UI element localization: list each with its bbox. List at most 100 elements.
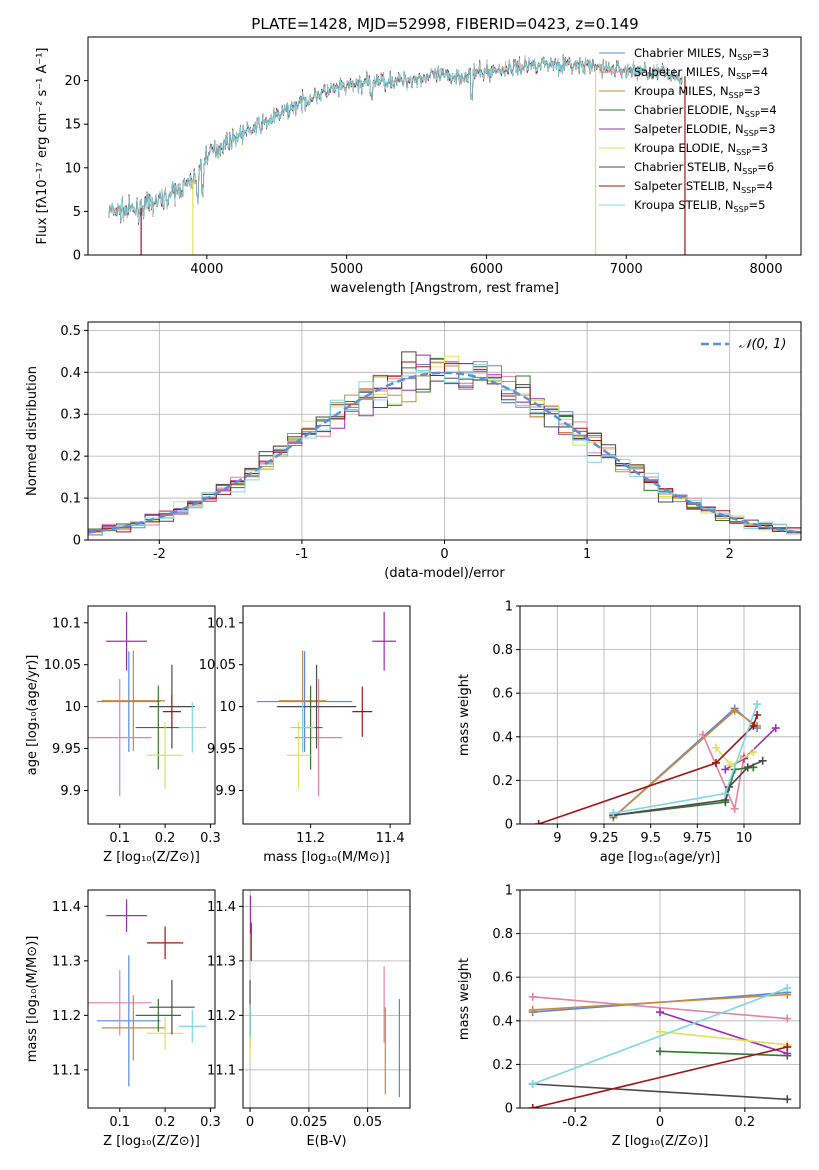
errorbar-point <box>256 651 353 752</box>
panel-age-vs-mass: 11.2 11.4 9.9 9.95 10 10.05 10.1 mass [log₁₀(M/… <box>199 605 411 865</box>
y-tick-label: 0.4 <box>492 1014 513 1029</box>
weight-marker <box>721 789 730 798</box>
weight-marker <box>771 724 780 733</box>
x-axis-label: Z [log₁₀(Z/Z⊙)] <box>103 850 200 865</box>
y-tick-label: 0.2 <box>492 774 513 789</box>
y-tick-label: 1 <box>505 884 513 899</box>
weight-marker <box>534 820 543 824</box>
y-tick-label: 20 <box>64 74 81 89</box>
errorbar-point <box>294 678 343 797</box>
y-tick-label: 9.95 <box>52 742 81 757</box>
x-tick-label: 8000 <box>750 262 783 277</box>
x-axis-label: (data-model)/error <box>384 566 505 581</box>
normal-curve <box>88 371 801 534</box>
y-tick-label: 10.05 <box>199 658 236 673</box>
axes-frame <box>519 605 801 825</box>
x-tick-label: 0.1 <box>109 831 130 846</box>
y-tick-label: 11.1 <box>207 1063 236 1078</box>
y-tick-label: 0.8 <box>492 927 513 942</box>
errorbar-point <box>276 664 357 749</box>
weight-line <box>532 1083 788 1101</box>
x-tick-label: 9.5 <box>640 831 661 846</box>
y-axis-label: age [log₁₀(age/yr)] <box>25 655 40 776</box>
x-tick-label: 0.1 <box>109 1115 130 1130</box>
weight-line <box>532 987 788 1085</box>
x-tick-label: 10 <box>736 831 753 846</box>
axes-frame <box>87 605 216 825</box>
weight-marker <box>783 1042 792 1051</box>
legend-entry: Chabrier STELIB, NSSP=6 <box>634 160 774 176</box>
errorbar-point <box>97 955 161 1087</box>
y-tick-label: 11.2 <box>52 1009 81 1024</box>
x-tick-label: 0.2 <box>155 831 176 846</box>
weight-marker <box>656 1047 664 1056</box>
panel-residuals: 𝒩(0, 1) -2 -1 0 1 2 0 0.1 0.2 0.3 0.4 0.5 (data-mode… <box>25 321 802 581</box>
errorbar-point <box>106 611 147 671</box>
errorbar-point <box>135 685 181 770</box>
legend-entry: Chabrier ELODIE, NSSP=4 <box>634 103 777 119</box>
x-tick-label: 7000 <box>610 262 643 277</box>
x-tick-label: 0.2 <box>155 1115 176 1130</box>
plot-area-mass-vs-Z <box>88 899 206 1087</box>
y-tick-label: 0 <box>73 534 81 549</box>
y-axis-label: Normed distribution <box>25 366 40 496</box>
weight-marker <box>783 984 792 993</box>
y-tick-label: 11.3 <box>207 954 236 969</box>
errorbar-point <box>88 678 152 797</box>
histogram-series <box>88 364 801 540</box>
legend-entry: Salpeter MILES, NSSP=4 <box>634 65 768 81</box>
y-tick-label: 15 <box>64 118 81 133</box>
errorbar-point <box>178 702 206 753</box>
x-tick-label: 4000 <box>190 262 223 277</box>
x-tick-label: -0.2 <box>562 1115 587 1130</box>
legend-entry: Kroupa STELIB, NSSP=5 <box>634 198 765 214</box>
errorbar-point <box>101 995 166 1061</box>
weight-marker <box>753 700 762 709</box>
y-axis-label: mass weight <box>457 958 472 1040</box>
axes-frame <box>87 889 216 1109</box>
y-tick-label: 10 <box>219 700 236 715</box>
plot-area-weight-vs-age <box>534 700 780 824</box>
plot-area-age-vs-Z <box>88 611 206 797</box>
legend-entry: Chabrier MILES, NSSP=3 <box>634 46 769 62</box>
legend: 𝒩(0, 1) <box>701 337 786 352</box>
legend: Chabrier MILES, NSSP=3 Salpeter MILES, NS… <box>599 46 777 214</box>
axes-frame <box>242 889 411 1109</box>
weight-line <box>532 993 788 1011</box>
panel-weight-vs-Z: -0.2 0 0.2 0 0.2 0.4 0.6 0.8 1 Z [log₁₀(Z/Z⊙)] mas… <box>457 884 801 1149</box>
x-tick-label: -2 <box>153 547 166 562</box>
weight-marker <box>528 992 537 1001</box>
y-tick-label: 10.05 <box>44 658 81 673</box>
y-tick-label: 0.5 <box>60 324 81 339</box>
axes-frame <box>87 36 802 256</box>
errorbar-point <box>88 970 152 1036</box>
errorbar-point <box>286 721 311 789</box>
spectrum-line <box>108 55 683 224</box>
panel-age-vs-Z: 0.1 0.2 0.3 9.9 9.95 10 10.05 10.1 Z [log₁₀(Z/Z⊙… <box>25 605 221 865</box>
errorbar-point <box>106 899 147 932</box>
y-tick-label: 0.8 <box>492 643 513 658</box>
x-tick-label: 2 <box>726 547 734 562</box>
weight-marker <box>528 1005 537 1014</box>
spectrum-line <box>108 56 683 224</box>
x-tick-label: 0.025 <box>290 1115 327 1130</box>
errorbar-point <box>352 686 373 737</box>
y-tick-label: 0.4 <box>60 366 81 381</box>
x-axis-label: E(B-V) <box>306 1134 346 1149</box>
weight-line <box>532 1046 788 1108</box>
weight-marker <box>730 804 739 813</box>
y-tick-label: 9.95 <box>207 742 236 757</box>
panel-spectrum: Chabrier MILES, NSSP=3 Salpeter MILES, NS… <box>35 36 802 296</box>
x-axis-label: wavelength [Angstrom, rest frame] <box>330 281 559 296</box>
y-tick-label: 10.1 <box>207 616 236 631</box>
y-tick-label: 10.1 <box>52 616 81 631</box>
errorbar-point <box>149 979 195 1035</box>
y-axis-label: Flux [fλ10⁻¹⁷ erg cm⁻² s⁻¹ A⁻¹] <box>35 48 50 245</box>
legend-entry: Salpeter ELODIE, NSSP=3 <box>634 122 776 138</box>
y-tick-label: 10 <box>64 700 81 715</box>
x-tick-label: 0.05 <box>353 1115 382 1130</box>
panel-mass-vs-EBV: 0 0.025 0.05 11.1 11.2 11.3 11.4 E(B-V) <box>207 889 411 1149</box>
x-axis-label: mass [log₁₀(M/M⊙)] <box>263 850 390 865</box>
x-tick-label: 9.75 <box>683 831 712 846</box>
